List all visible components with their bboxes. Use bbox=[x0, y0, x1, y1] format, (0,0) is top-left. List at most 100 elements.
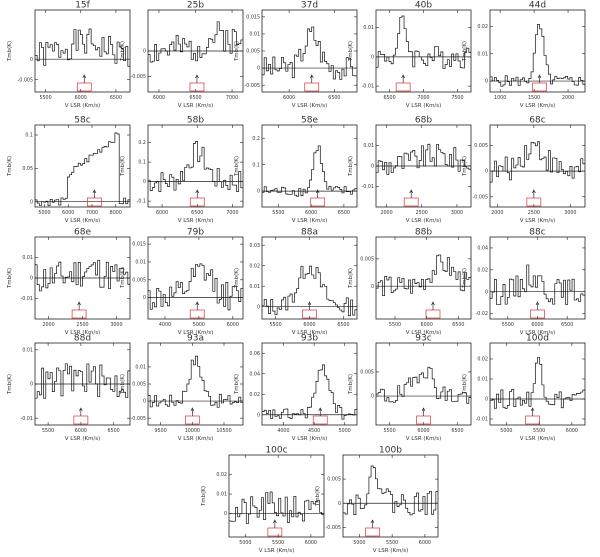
y-tick-label: 0 bbox=[371, 284, 374, 290]
y-tick-label: 0 bbox=[30, 199, 33, 205]
x-tick-label: 9500 bbox=[155, 428, 167, 434]
y-tick-label: 0 bbox=[485, 397, 488, 403]
panel-frame bbox=[261, 124, 358, 208]
x-tick-label: 5000 bbox=[193, 322, 205, 328]
panel-title: 100c bbox=[265, 446, 287, 456]
panel-title: 25b bbox=[187, 1, 204, 11]
y-tick-label: 0.1 bbox=[252, 162, 260, 168]
x-tick-label: 2500 bbox=[416, 210, 428, 216]
x-tick-label: 6500 bbox=[328, 95, 340, 101]
x-axis-label: V LSR (Km/s) bbox=[65, 103, 101, 109]
y-tick-label: 0.01 bbox=[216, 492, 227, 498]
x-tick-label: 6000 bbox=[62, 210, 74, 216]
x-tick-label: 6000 bbox=[305, 540, 317, 546]
y-axis-label: Tmb(K) bbox=[462, 268, 468, 289]
y-tick-label: -0.01 bbox=[362, 184, 374, 190]
velocity-marker-box bbox=[189, 82, 205, 92]
x-tick-label: 5500 bbox=[502, 322, 514, 328]
y-tick-label: 0.02 bbox=[249, 263, 260, 269]
y-tick-label: -0.01 bbox=[21, 296, 33, 302]
velocity-marker-box bbox=[312, 415, 328, 425]
x-tick-label: 5500 bbox=[533, 428, 545, 434]
y-tick-label: 0.005 bbox=[474, 143, 488, 149]
y-tick-label: 0.2 bbox=[138, 140, 146, 146]
y-axis-label: Tmb(K) bbox=[315, 486, 321, 507]
spectrum-panel-68e: 68e Tmb(K) V LSR (Km/s) 2000 2500 3000 0.01 0 -0… bbox=[7, 228, 131, 336]
y-tick-label: 0 bbox=[371, 164, 374, 170]
panel-title: 68b bbox=[415, 116, 432, 126]
y-tick-label: -0.1 bbox=[137, 199, 146, 205]
x-tick-label: 6500 bbox=[383, 95, 395, 101]
y-tick-label: 0.01 bbox=[22, 255, 33, 261]
x-axis-label: V LSR (Km/s) bbox=[406, 103, 442, 109]
y-axis-label: Tmb(K) bbox=[348, 156, 354, 177]
x-tick-label: 5500 bbox=[269, 322, 281, 328]
y-axis-label: Tmb(K) bbox=[7, 41, 13, 62]
spectrum-panel-93b: 93b Tmb(K) V LSR (Km/s)4000 4500 5000 0.06 0.0… bbox=[234, 334, 358, 442]
spectrum-line bbox=[262, 265, 357, 317]
y-axis-label: Tmb(K) bbox=[7, 156, 13, 177]
spectrum-line bbox=[229, 491, 324, 524]
panel-title: 88d bbox=[74, 334, 91, 344]
x-axis-label: V LSR (Km/s) bbox=[292, 103, 328, 109]
velocity-marker-arrowhead bbox=[421, 407, 426, 412]
x-tick-label: 1000 bbox=[494, 95, 506, 101]
spectrum-panel-40b: 40b Tmb(K) V LSR (Km/s) 6500 7000 7500 0.01 0 -0… bbox=[348, 1, 472, 109]
y-axis-label: Tmb(K) bbox=[234, 374, 240, 395]
x-tick-label: 6000 bbox=[566, 428, 578, 434]
y-tick-label: 0.01 bbox=[135, 365, 146, 371]
spectrum-panel-100d: 100d Tmb(K) V LSR (Km/s) 5000 5500 6000 0.02 0.… bbox=[462, 334, 586, 442]
velocity-marker-arrowhead bbox=[82, 74, 87, 79]
panel-frame bbox=[147, 236, 244, 320]
x-tick-label: 10000 bbox=[185, 428, 200, 434]
spectrum-line bbox=[376, 254, 471, 297]
y-tick-label: 0 bbox=[485, 169, 488, 175]
velocity-marker-arrowhead bbox=[318, 407, 322, 412]
x-tick-label: 3000 bbox=[451, 210, 463, 216]
x-tick-label: 6000 bbox=[417, 428, 429, 434]
x-tick-label: 5500 bbox=[272, 210, 284, 216]
panel-title: 100b bbox=[379, 446, 402, 456]
spectrum-line bbox=[262, 145, 357, 197]
x-tick-label: 6000 bbox=[419, 540, 431, 546]
panel-frame bbox=[147, 124, 244, 208]
spectrum-panel-25b: 25b Tmb(K) V LSR (Km/s) 6000 6500 7000 0 -0.005 bbox=[120, 1, 244, 109]
x-tick-label: 6000 bbox=[75, 95, 87, 101]
x-axis-label: V LSR (Km/s) bbox=[406, 436, 442, 442]
y-tick-label: 0 bbox=[30, 276, 33, 282]
y-tick-label: 0.02 bbox=[249, 392, 260, 398]
y-tick-label: 0.005 bbox=[360, 370, 374, 376]
y-tick-label: -0.01 bbox=[362, 84, 374, 90]
velocity-marker-box bbox=[267, 527, 283, 537]
velocity-marker-arrowhead bbox=[309, 74, 314, 79]
y-axis-label: Tmb(K) bbox=[7, 374, 13, 395]
y-tick-label: 0.01 bbox=[249, 284, 260, 290]
panel-frame bbox=[261, 9, 358, 93]
x-tick-label: 6000 bbox=[156, 210, 168, 216]
y-tick-label: 0.1 bbox=[138, 160, 146, 166]
x-tick-label: 6500 bbox=[337, 322, 349, 328]
y-tick-label: -0.005 bbox=[18, 77, 33, 83]
y-tick-label: -0.005 bbox=[326, 525, 341, 531]
y-tick-label: -0.005 bbox=[245, 83, 260, 89]
x-tick-label: 2000 bbox=[562, 95, 574, 101]
spectrum-panel-100b: 100b Tmb(K) V LSR (Km/s) 5000 5500 6000 0.005 0… bbox=[315, 446, 439, 554]
velocity-marker-arrowhead bbox=[195, 189, 200, 194]
x-tick-label: 2000 bbox=[491, 210, 503, 216]
x-tick-label: 6000 bbox=[305, 210, 317, 216]
y-tick-label: 0.05 bbox=[22, 166, 33, 172]
x-tick-label: 6000 bbox=[75, 428, 87, 434]
spectrum-panel-58c: 58c Tmb(K) V LSR (Km/s) 5000 6000 7000 8000 0.1… bbox=[7, 116, 131, 224]
velocity-marker-arrowhead bbox=[273, 519, 277, 524]
x-tick-label: 5500 bbox=[389, 322, 401, 328]
y-tick-label: 0 bbox=[30, 57, 33, 63]
x-tick-label: 6000 bbox=[283, 95, 295, 101]
x-tick-label: 6000 bbox=[227, 322, 239, 328]
velocity-marker-arrowhead bbox=[92, 189, 97, 194]
y-tick-label: 0.01 bbox=[363, 143, 374, 149]
velocity-marker-arrowhead bbox=[532, 189, 536, 194]
x-axis-label: V LSR (Km/s) bbox=[292, 330, 328, 336]
x-tick-label: 5000 bbox=[239, 540, 251, 546]
x-tick-label: 5000 bbox=[38, 210, 50, 216]
